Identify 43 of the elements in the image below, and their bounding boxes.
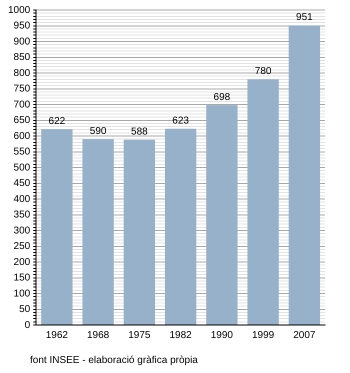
y-tick-label: 1000	[8, 4, 31, 16]
y-tick-label: 100	[14, 288, 31, 300]
x-tick-label: 1975	[128, 330, 151, 341]
y-tick-label: 0	[24, 320, 31, 331]
y-tick-label: 300	[14, 225, 31, 236]
y-tick-label: 200	[14, 256, 31, 268]
data-label: 590	[90, 126, 107, 137]
data-label: 780	[254, 66, 272, 78]
bar	[124, 140, 156, 324]
bar	[206, 105, 238, 324]
x-tick-label: 2007	[293, 330, 316, 341]
x-tick-label: 1999	[252, 330, 275, 341]
y-tick-label: 850	[14, 52, 31, 63]
x-tick-label: 1982	[170, 330, 192, 341]
data-label: 623	[172, 116, 190, 127]
bar	[288, 25, 320, 324]
y-tick-label: 700	[14, 99, 31, 110]
bar	[82, 139, 114, 324]
x-tick-label: 1962	[46, 330, 68, 341]
y-tick-label: 750	[14, 84, 31, 94]
data-label: 698	[214, 92, 231, 103]
y-tick-label: 800	[14, 68, 31, 79]
y-tick-label: 350	[14, 210, 31, 220]
data-label: 622	[48, 116, 66, 127]
y-tick-label: 650	[14, 115, 31, 126]
y-tick-label: 550	[14, 146, 31, 158]
bar	[41, 129, 73, 324]
y-tick-label: 150	[14, 272, 31, 284]
text: font INSEE - elaboració gràfica pròpia	[30, 355, 198, 366]
x-tick-label: 1990	[210, 330, 234, 341]
y-tick-label: 900	[14, 36, 31, 48]
y-tick-label: 600	[14, 130, 31, 142]
x-tick-label: 1968	[86, 330, 110, 341]
y-tick-label: 450	[14, 178, 31, 189]
y-tick-label: 50	[19, 304, 31, 315]
bar	[164, 128, 196, 324]
data-label: 951	[296, 12, 314, 24]
bar	[247, 79, 279, 324]
y-tick-label: 400	[14, 194, 31, 205]
y-tick-label: 250	[14, 241, 31, 252]
y-tick-label: 950	[14, 20, 31, 32]
data-label: 588	[131, 126, 148, 138]
y-tick-label: 500	[14, 162, 31, 174]
